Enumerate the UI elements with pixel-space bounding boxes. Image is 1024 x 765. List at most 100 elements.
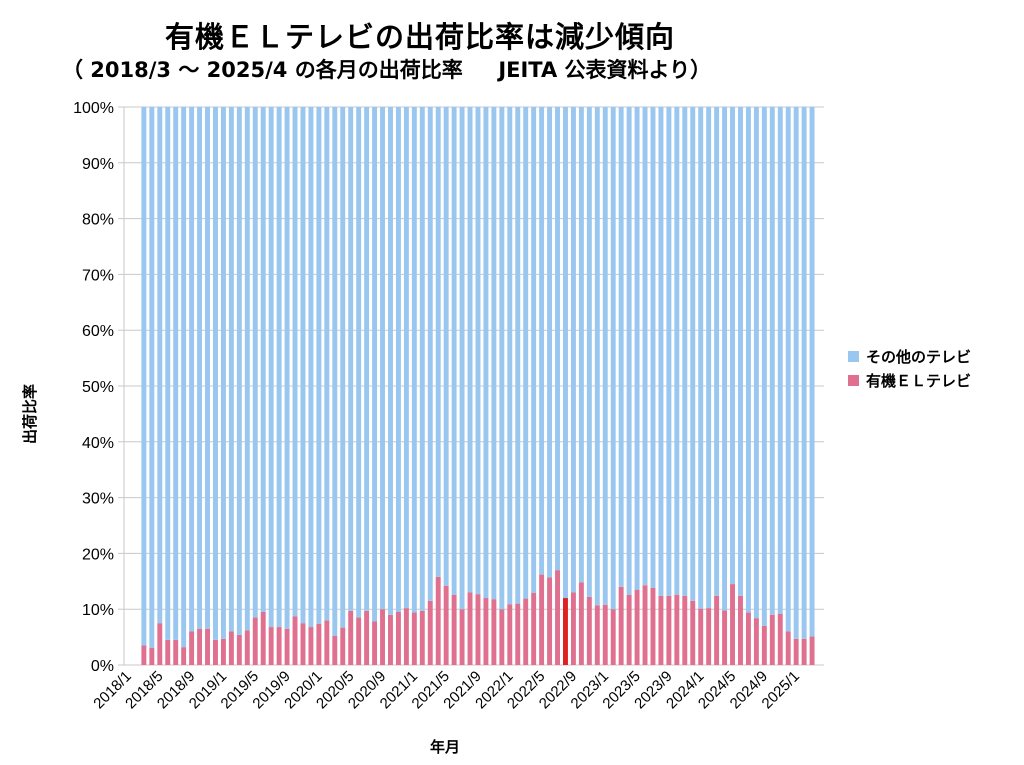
bar-other-2019-11 xyxy=(300,107,306,624)
bar-oled-2020-7 xyxy=(364,610,370,665)
bar-other-2024-11 xyxy=(777,107,783,614)
bar-other-2023-5 xyxy=(634,107,640,590)
bar-other-2022-2 xyxy=(515,107,521,604)
bar-oled-2024-2 xyxy=(706,608,712,665)
y-tick-labels: 0% 10% 20% 30% 40% 50% 60% 70% 80% 90% 100% xyxy=(73,100,114,675)
bar-oled-2019-1 xyxy=(220,638,226,665)
y-tick-label: 100% xyxy=(73,100,114,117)
bar-other-2021-4 xyxy=(435,107,441,577)
bar-oled-2024-11 xyxy=(777,613,783,665)
bar-other-2020-11 xyxy=(395,107,401,612)
bar-other-2021-11 xyxy=(491,107,497,600)
y-tick-label: 70% xyxy=(82,267,114,284)
bar-oled-2023-1 xyxy=(602,604,608,665)
bar-other-2025-3 xyxy=(809,107,815,637)
y-tick-label: 0% xyxy=(91,658,114,675)
bar-oled-2021-9 xyxy=(475,594,481,665)
bar-oled-2024-9 xyxy=(761,625,767,665)
bar-oled-2023-5 xyxy=(634,589,640,665)
legend-swatch-other xyxy=(848,350,859,362)
y-tick-label: 30% xyxy=(82,491,114,508)
bar-oled-2025-2 xyxy=(801,638,807,665)
bar-other-2023-9 xyxy=(666,107,672,596)
bar-other-2021-10 xyxy=(483,107,489,599)
bar-oled-2018-6 xyxy=(165,639,171,665)
bar-oled-2022-3 xyxy=(523,598,529,665)
bar-oled-2023-4 xyxy=(626,594,632,665)
bar-other-2020-2 xyxy=(324,107,330,621)
bar-other-2024-8 xyxy=(753,107,759,619)
bar-oled-2022-12 xyxy=(594,605,600,665)
bar-other-2023-7 xyxy=(650,107,656,588)
bar-other-2024-7 xyxy=(745,107,751,613)
bar-oled-2022-1 xyxy=(507,604,513,665)
bar-other-2020-12 xyxy=(403,107,409,609)
bar-other-2019-2 xyxy=(228,107,234,632)
bar-oled-2019-11 xyxy=(300,623,306,665)
bar-oled-2024-10 xyxy=(769,614,775,665)
bar-other-2024-1 xyxy=(698,107,704,609)
bar-oled-2018-8 xyxy=(181,647,187,665)
x-tick-labels: 2018/12018/52018/92019/12019/52019/92020… xyxy=(90,668,803,712)
y-axis-label: 出荷比率 xyxy=(21,384,39,444)
bar-oled-2018-11 xyxy=(205,628,210,665)
bar-other-2020-8 xyxy=(372,107,378,622)
legend-label-oled: 有機ＥＬテレビ xyxy=(866,371,972,390)
bar-oled-2021-12 xyxy=(499,609,505,665)
bar-other-2022-6 xyxy=(547,107,553,578)
bar-oled-2019-3 xyxy=(236,634,242,665)
bar-other-2021-2 xyxy=(419,107,425,611)
bar-oled-2018-5 xyxy=(157,623,163,665)
bar-other-2018-11 xyxy=(205,107,210,629)
bar-other-2025-1 xyxy=(793,107,799,639)
y-tick-label: 60% xyxy=(82,323,114,340)
bar-oled-2024-1 xyxy=(698,608,704,665)
bar-other-2018-5 xyxy=(157,107,163,624)
y-tick-label: 10% xyxy=(82,602,114,619)
bar-other-2019-5 xyxy=(252,107,258,618)
bar-other-2021-12 xyxy=(499,107,505,610)
bar-other-2022-11 xyxy=(586,107,592,597)
bar-other-2023-6 xyxy=(642,107,648,586)
bar-other-2023-3 xyxy=(618,107,624,587)
bar-other-2020-3 xyxy=(332,107,338,636)
bar-oled-2019-7 xyxy=(268,627,274,665)
bar-oled-2022-7 xyxy=(555,570,560,665)
bar-other-2024-6 xyxy=(738,107,743,596)
bar-other-2019-1 xyxy=(220,107,226,639)
chart-title: 有機ＥＬテレビの出荷比率は減少傾向 xyxy=(164,20,675,54)
bar-oled-2018-3 xyxy=(141,645,147,665)
bar-other-2021-6 xyxy=(451,107,457,595)
bar-other-2022-9 xyxy=(570,107,576,593)
bar-oled-2024-6 xyxy=(738,595,743,665)
bar-oled-2024-4 xyxy=(722,610,728,665)
bar-oled-2019-8 xyxy=(276,627,282,665)
bar-other-2019-9 xyxy=(284,107,290,629)
bar-oled-2020-10 xyxy=(388,614,393,665)
bar-other-2022-8 xyxy=(563,107,568,599)
bar-other-2018-7 xyxy=(173,107,179,640)
bar-other-2018-4 xyxy=(149,107,155,648)
bar-oled-2023-8 xyxy=(658,595,664,665)
bar-oled-2021-7 xyxy=(459,609,465,665)
legend-label-other: その他のテレビ xyxy=(866,347,972,366)
bar-oled-2022-8 xyxy=(563,598,568,665)
bar-other-2022-10 xyxy=(578,107,584,583)
bar-oled-2021-6 xyxy=(451,594,457,665)
bar-oled-2024-12 xyxy=(785,631,791,665)
bar-other-2022-3 xyxy=(523,107,529,599)
bar-other-2018-3 xyxy=(141,107,147,646)
bar-other-2021-3 xyxy=(427,107,433,601)
y-tick-label: 90% xyxy=(82,156,114,173)
bar-oled-2023-7 xyxy=(650,587,656,665)
bar-other-2021-8 xyxy=(467,107,473,593)
bar-oled-2023-10 xyxy=(674,594,680,665)
bar-oled-2019-6 xyxy=(260,611,266,665)
bar-oled-2018-12 xyxy=(213,639,218,665)
bar-oled-2023-11 xyxy=(682,595,688,665)
y-tick-label: 50% xyxy=(82,379,114,396)
bar-other-2023-8 xyxy=(658,107,664,596)
bar-oled-2021-8 xyxy=(467,592,473,665)
bar-other-2023-11 xyxy=(682,107,688,596)
bar-other-2022-12 xyxy=(594,107,600,606)
